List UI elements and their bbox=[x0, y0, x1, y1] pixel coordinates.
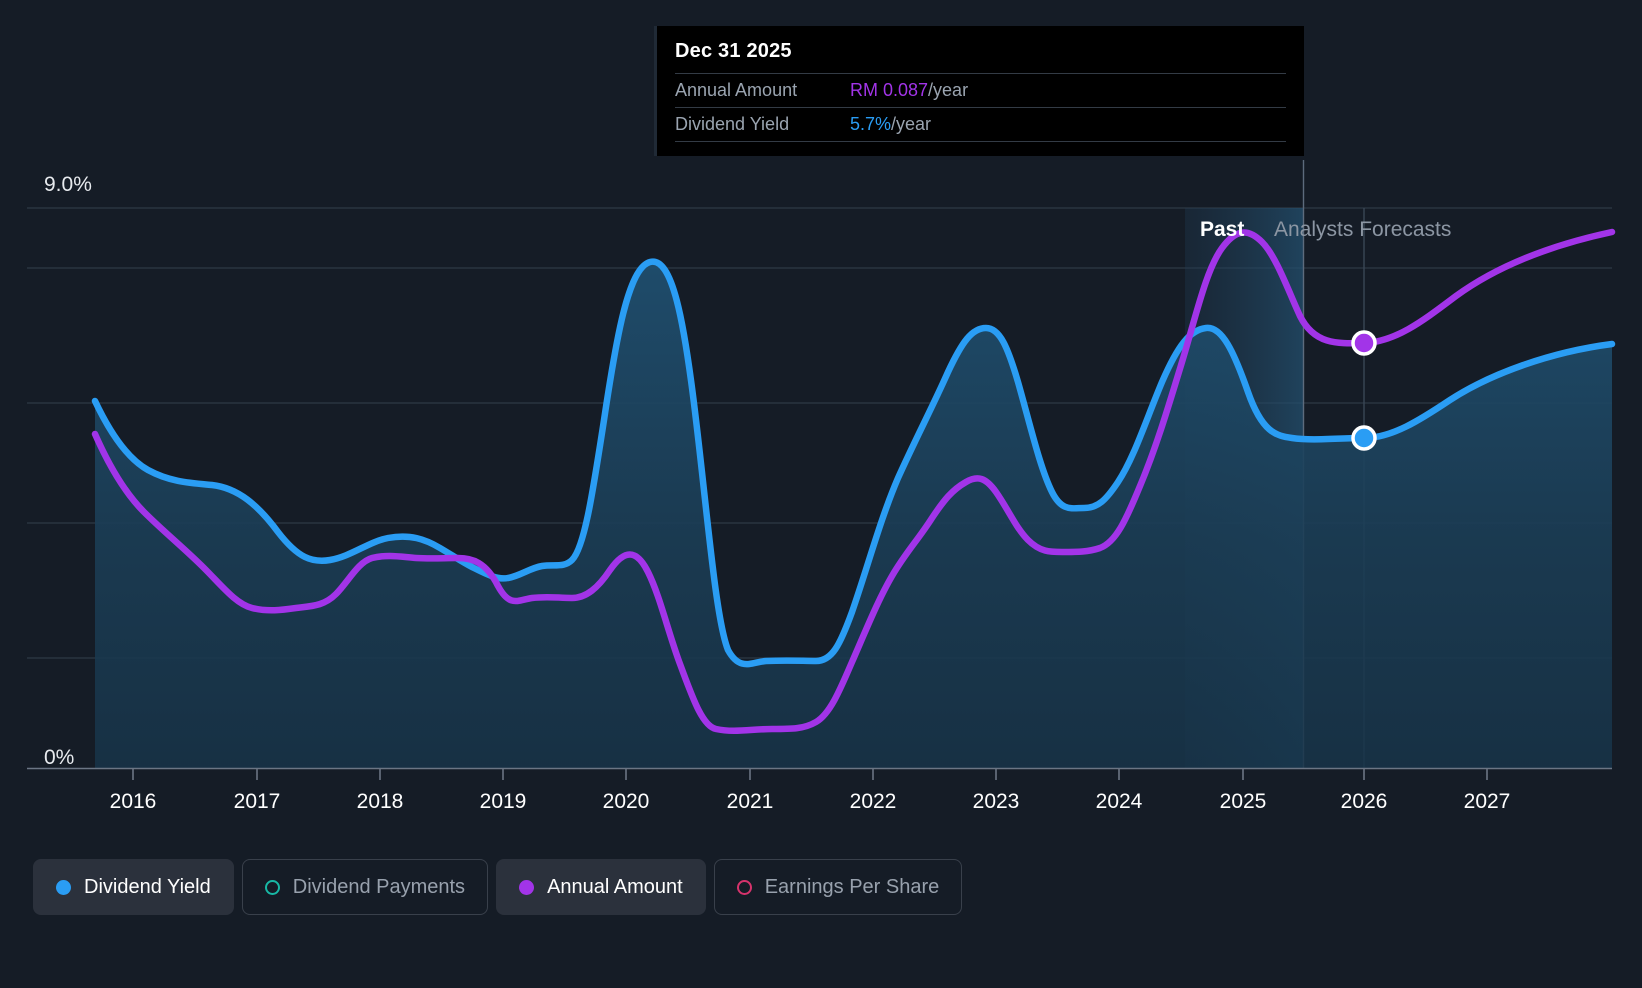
x-axis-label-2027: 2027 bbox=[1463, 790, 1511, 813]
hollow-circle-icon bbox=[264, 879, 280, 895]
filled-dot-icon bbox=[519, 879, 535, 895]
x-axis-label-2022: 2022 bbox=[849, 790, 897, 813]
chart-tooltip: Dec 31 2025 Annual Amount RM 0.087/year … bbox=[654, 26, 1304, 156]
past-period-label: Past bbox=[1200, 218, 1245, 241]
legend-item-dividend-payments[interactable]: Dividend Payments bbox=[241, 859, 489, 915]
tooltip-bottom-rule bbox=[675, 141, 1286, 146]
x-axis-label-2026: 2026 bbox=[1340, 790, 1388, 813]
legend-label-earnings-per-share: Earnings Per Share bbox=[764, 875, 940, 898]
x-axis-label-2017: 2017 bbox=[233, 790, 281, 813]
tooltip-value-annual-amount: RM 0.087/year bbox=[850, 80, 968, 101]
legend-label-dividend-payments: Dividend Payments bbox=[292, 875, 466, 898]
tooltip-date: Dec 31 2025 bbox=[675, 40, 792, 62]
legend-label-dividend-yield: Dividend Yield bbox=[84, 875, 211, 898]
dividend-yield-marker[interactable] bbox=[1351, 425, 1377, 451]
dividend-yield-area bbox=[95, 261, 1612, 768]
x-axis-ticks bbox=[132, 768, 1488, 780]
x-axis-label-2016: 2016 bbox=[109, 790, 157, 813]
legend-item-earnings-per-share[interactable]: Earnings Per Share bbox=[713, 859, 963, 915]
annual-amount-marker[interactable] bbox=[1351, 330, 1377, 356]
x-axis-label-2023: 2023 bbox=[972, 790, 1020, 813]
hollow-circle-icon bbox=[736, 879, 752, 895]
tooltip-row-annual-amount: Annual Amount RM 0.087/year bbox=[675, 73, 1286, 107]
y-axis-label-max: 9.0% bbox=[44, 173, 92, 196]
tooltip-value-dividend-yield-number: 5.7% bbox=[850, 114, 892, 134]
filled-dot-icon bbox=[56, 879, 71, 895]
tooltip-label-dividend-yield: Dividend Yield bbox=[675, 114, 790, 134]
legend-item-dividend-yield[interactable]: Dividend Yield bbox=[33, 859, 234, 915]
x-axis-label-2024: 2024 bbox=[1095, 790, 1143, 813]
tooltip-value-dividend-yield: 5.7%/year bbox=[850, 114, 931, 135]
dividend-yield-line bbox=[91, 258, 1616, 668]
x-axis-label-2018: 2018 bbox=[356, 790, 404, 813]
y-axis-label-min: 0% bbox=[44, 746, 75, 769]
x-axis-label-2025: 2025 bbox=[1219, 790, 1267, 813]
legend-item-annual-amount[interactable]: Annual Amount bbox=[496, 859, 706, 915]
chart-legend: Dividend Yield Dividend Payments Annual … bbox=[33, 859, 963, 915]
legend-label-annual-amount: Annual Amount bbox=[547, 875, 683, 898]
x-axis-label-2020: 2020 bbox=[602, 790, 650, 813]
x-axis-label-2021: 2021 bbox=[726, 790, 774, 813]
tooltip-label-annual-amount: Annual Amount bbox=[675, 80, 798, 100]
annual-amount-line bbox=[91, 228, 1616, 735]
x-axis-label-2019: 2019 bbox=[479, 790, 527, 813]
tooltip-value-annual-amount-number: RM 0.087 bbox=[850, 80, 929, 100]
tooltip-value-dividend-yield-suffix: /year bbox=[891, 114, 932, 134]
tooltip-row-dividend-yield: Dividend Yield 5.7%/year bbox=[675, 107, 1286, 141]
analysts-forecasts-label: Analysts Forecasts bbox=[1274, 218, 1452, 241]
tooltip-value-annual-amount-suffix: /year bbox=[928, 80, 969, 100]
